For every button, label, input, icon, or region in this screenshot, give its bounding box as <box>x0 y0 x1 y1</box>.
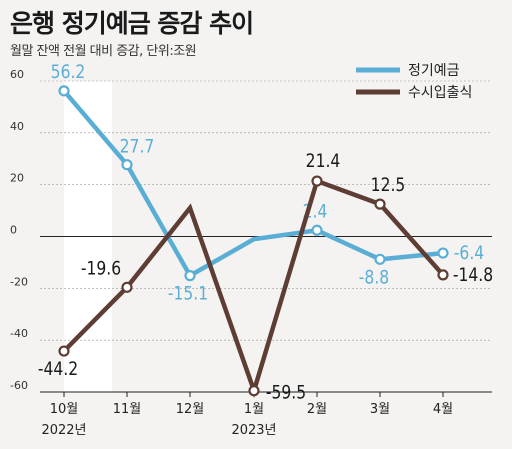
data-point <box>184 270 196 282</box>
y-tick-label: 20 <box>10 172 24 185</box>
year-label: 2023년 <box>231 423 276 438</box>
data-label: 21.4 <box>306 151 341 173</box>
data-label: 27.7 <box>120 136 155 158</box>
chart-title: 은행 정기예금 증감 추이 <box>10 9 254 38</box>
data-label: -44.2 <box>38 359 78 381</box>
data-label: -6.4 <box>454 243 484 265</box>
y-tick-label: 0 <box>10 224 17 237</box>
legend-label: 수시입출식 <box>408 85 472 101</box>
y-tick-label: -20 <box>10 275 28 288</box>
data-point <box>437 247 449 259</box>
data-point <box>58 85 70 97</box>
data-label: -14.8 <box>453 264 493 286</box>
data-point <box>374 198 386 210</box>
x-tick-label: 10월 <box>50 402 79 417</box>
x-tick-label: 12월 <box>176 402 205 417</box>
data-point <box>248 385 260 397</box>
data-point <box>311 224 323 236</box>
x-tick-label: 2월 <box>307 402 327 417</box>
data-point <box>311 175 323 187</box>
data-label: -15.1 <box>168 283 208 305</box>
y-tick-label: -40 <box>10 327 28 340</box>
data-point <box>437 269 449 281</box>
y-tick-label: 60 <box>10 68 24 81</box>
data-label: -59.5 <box>266 382 306 404</box>
data-point <box>121 159 133 171</box>
data-label: 12.5 <box>371 175 406 197</box>
x-tick-label: 11월 <box>113 402 142 417</box>
data-label: -8.8 <box>359 267 389 289</box>
x-tick-label: 4월 <box>433 402 453 417</box>
legend-label: 정기예금 <box>408 63 460 79</box>
data-label: 56.2 <box>51 61 86 83</box>
data-point <box>374 253 386 265</box>
x-tick-label: 3월 <box>370 402 390 417</box>
chart-subtitle: 월말 잔액 전월 대비 증감, 단위:조원 <box>10 44 197 59</box>
data-label: -19.6 <box>81 258 121 280</box>
y-tick-label: 40 <box>10 120 24 133</box>
x-tick-label: 1월 <box>244 402 264 417</box>
y-tick-label: -60 <box>10 379 28 392</box>
year-label: 2022년 <box>41 423 86 438</box>
data-point <box>121 281 133 293</box>
data-point <box>58 345 70 357</box>
